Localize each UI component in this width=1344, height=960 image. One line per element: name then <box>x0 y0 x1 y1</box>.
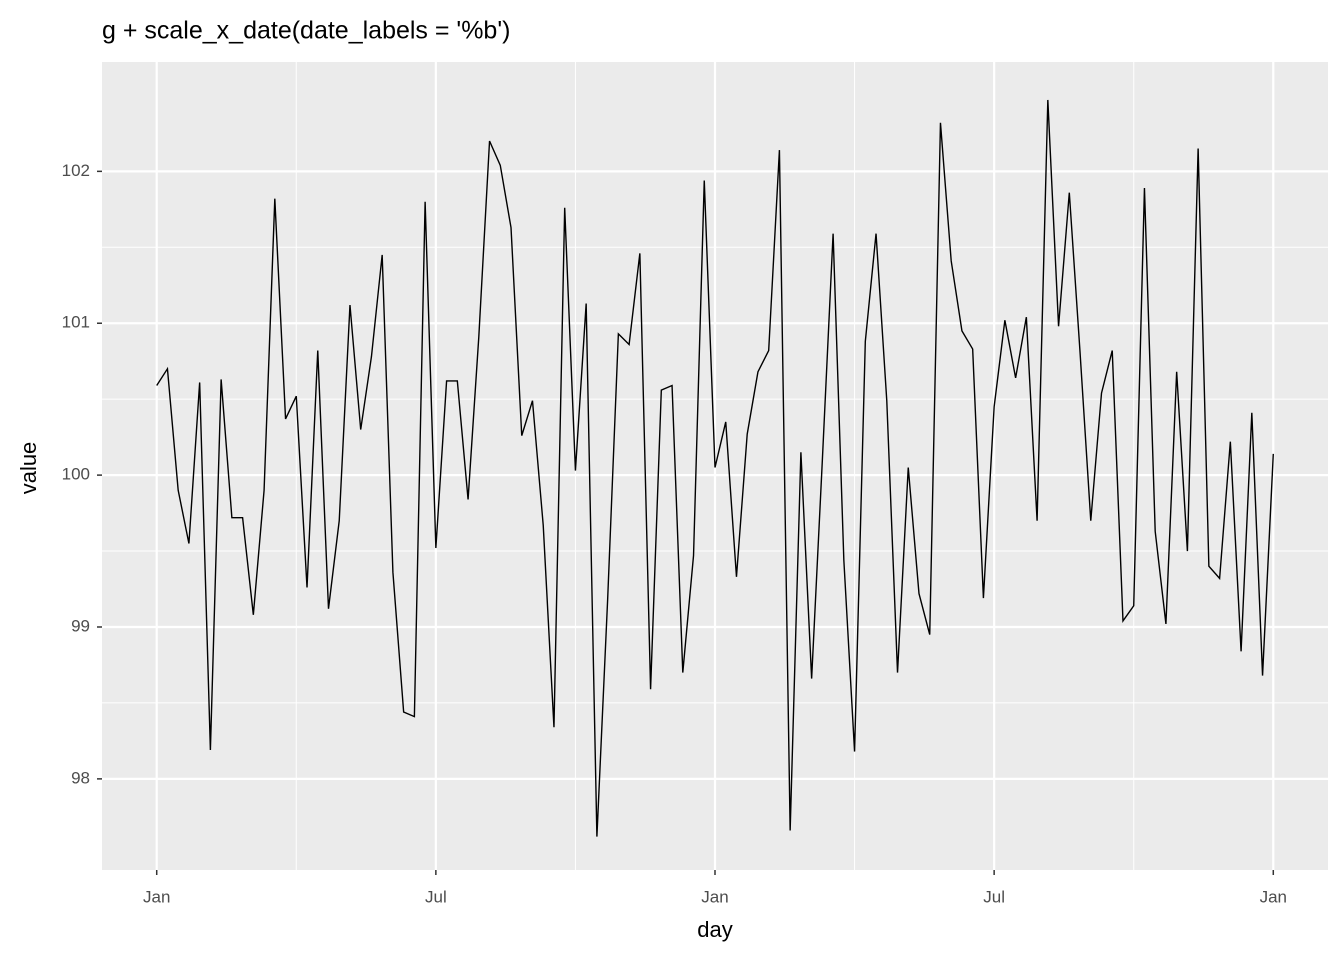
x-tick-label: Jul <box>983 887 1005 906</box>
x-axis-title: day <box>697 917 732 942</box>
chart-title: g + scale_x_date(date_labels = '%b') <box>102 17 510 45</box>
y-tick-label: 99 <box>71 616 90 635</box>
y-tick-label: 98 <box>71 768 90 787</box>
y-tick-label: 102 <box>62 161 90 180</box>
y-tick-label: 100 <box>62 465 90 484</box>
line-series <box>156 99 1274 837</box>
x-tick-label: Jan <box>701 887 728 906</box>
x-tick-label: Jan <box>1260 887 1287 906</box>
y-axis-title: value <box>16 442 41 495</box>
x-tick-label: Jul <box>425 887 447 906</box>
y-tick-label: 101 <box>62 313 90 332</box>
x-tick-label: Jan <box>143 887 170 906</box>
